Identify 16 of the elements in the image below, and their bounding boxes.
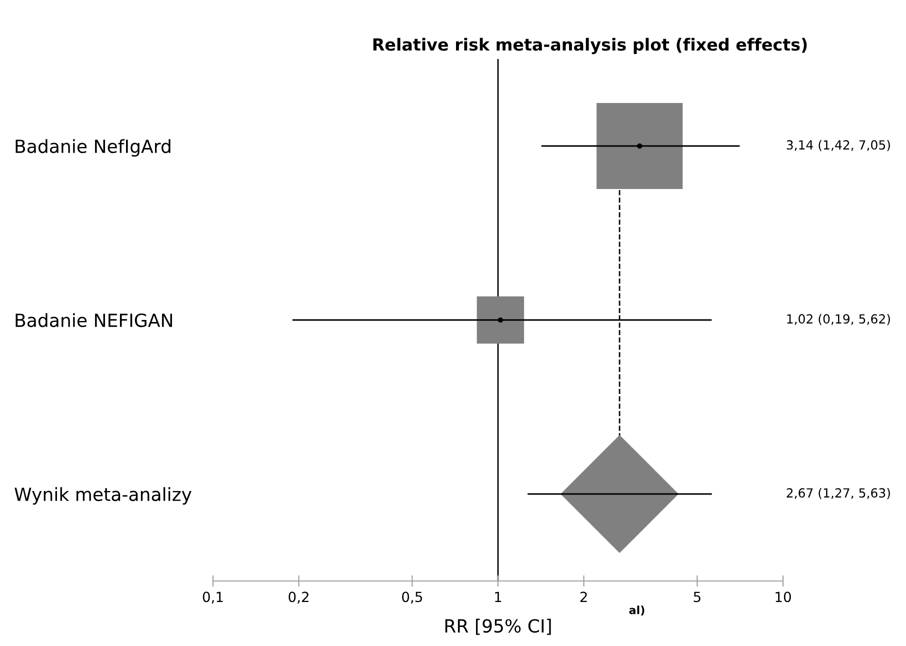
x-tick-label: 1 — [495, 592, 502, 602]
text: 2,67 (1,27, 5,63) — [786, 488, 890, 500]
text: 3,14 (1,42, 7,05) — [786, 140, 890, 152]
y-tick-label: Wynik meta-analizy — [14, 487, 192, 505]
x-tick-label: 5 — [694, 592, 700, 602]
text: al) — [629, 606, 644, 616]
x-tick-label: 0,1 — [202, 592, 223, 604]
y-tick-label: Badanie NefIgArd — [16, 139, 170, 157]
x-axis-title: RR [95% CI] — [445, 618, 551, 635]
x-tick-label: 2 — [580, 592, 587, 602]
x-tick-label: 10 — [776, 592, 791, 602]
y-tick-label: Badanie NEFIGAN — [16, 313, 172, 328]
text: 1,02 (0,19, 5,62) — [787, 314, 890, 326]
x-tick-label: 0,5 — [402, 592, 422, 604]
chart-title: Relative risk meta-analysis plot (fixed effects) — [373, 38, 807, 54]
x-tick-label: 0,2 — [288, 592, 308, 604]
